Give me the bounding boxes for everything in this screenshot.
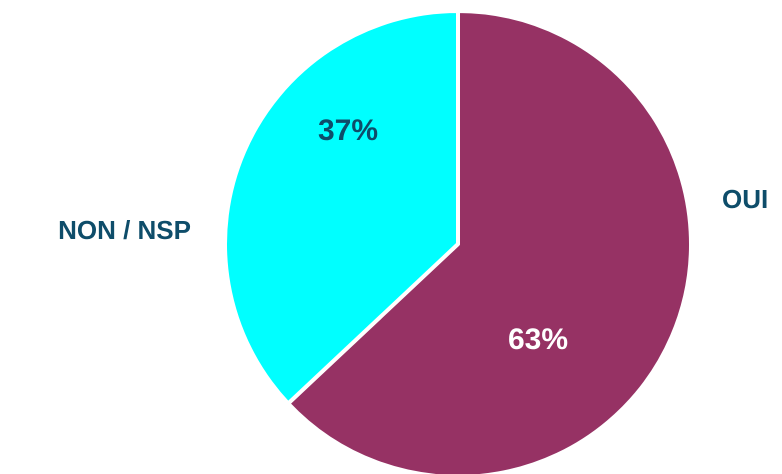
value-label-oui: 63% [508, 323, 568, 356]
pie-category-labels: OUI NON / NSP [58, 184, 768, 245]
category-label-non-nsp: NON / NSP [58, 215, 191, 245]
slice-oui [286, 9, 693, 474]
category-label-oui: OUI [722, 184, 768, 214]
pie-slices [223, 9, 693, 474]
slice-non-nsp [223, 9, 460, 406]
value-label-non-nsp: 37% [318, 114, 378, 147]
pie-value-labels: 63% 37% [318, 114, 568, 356]
